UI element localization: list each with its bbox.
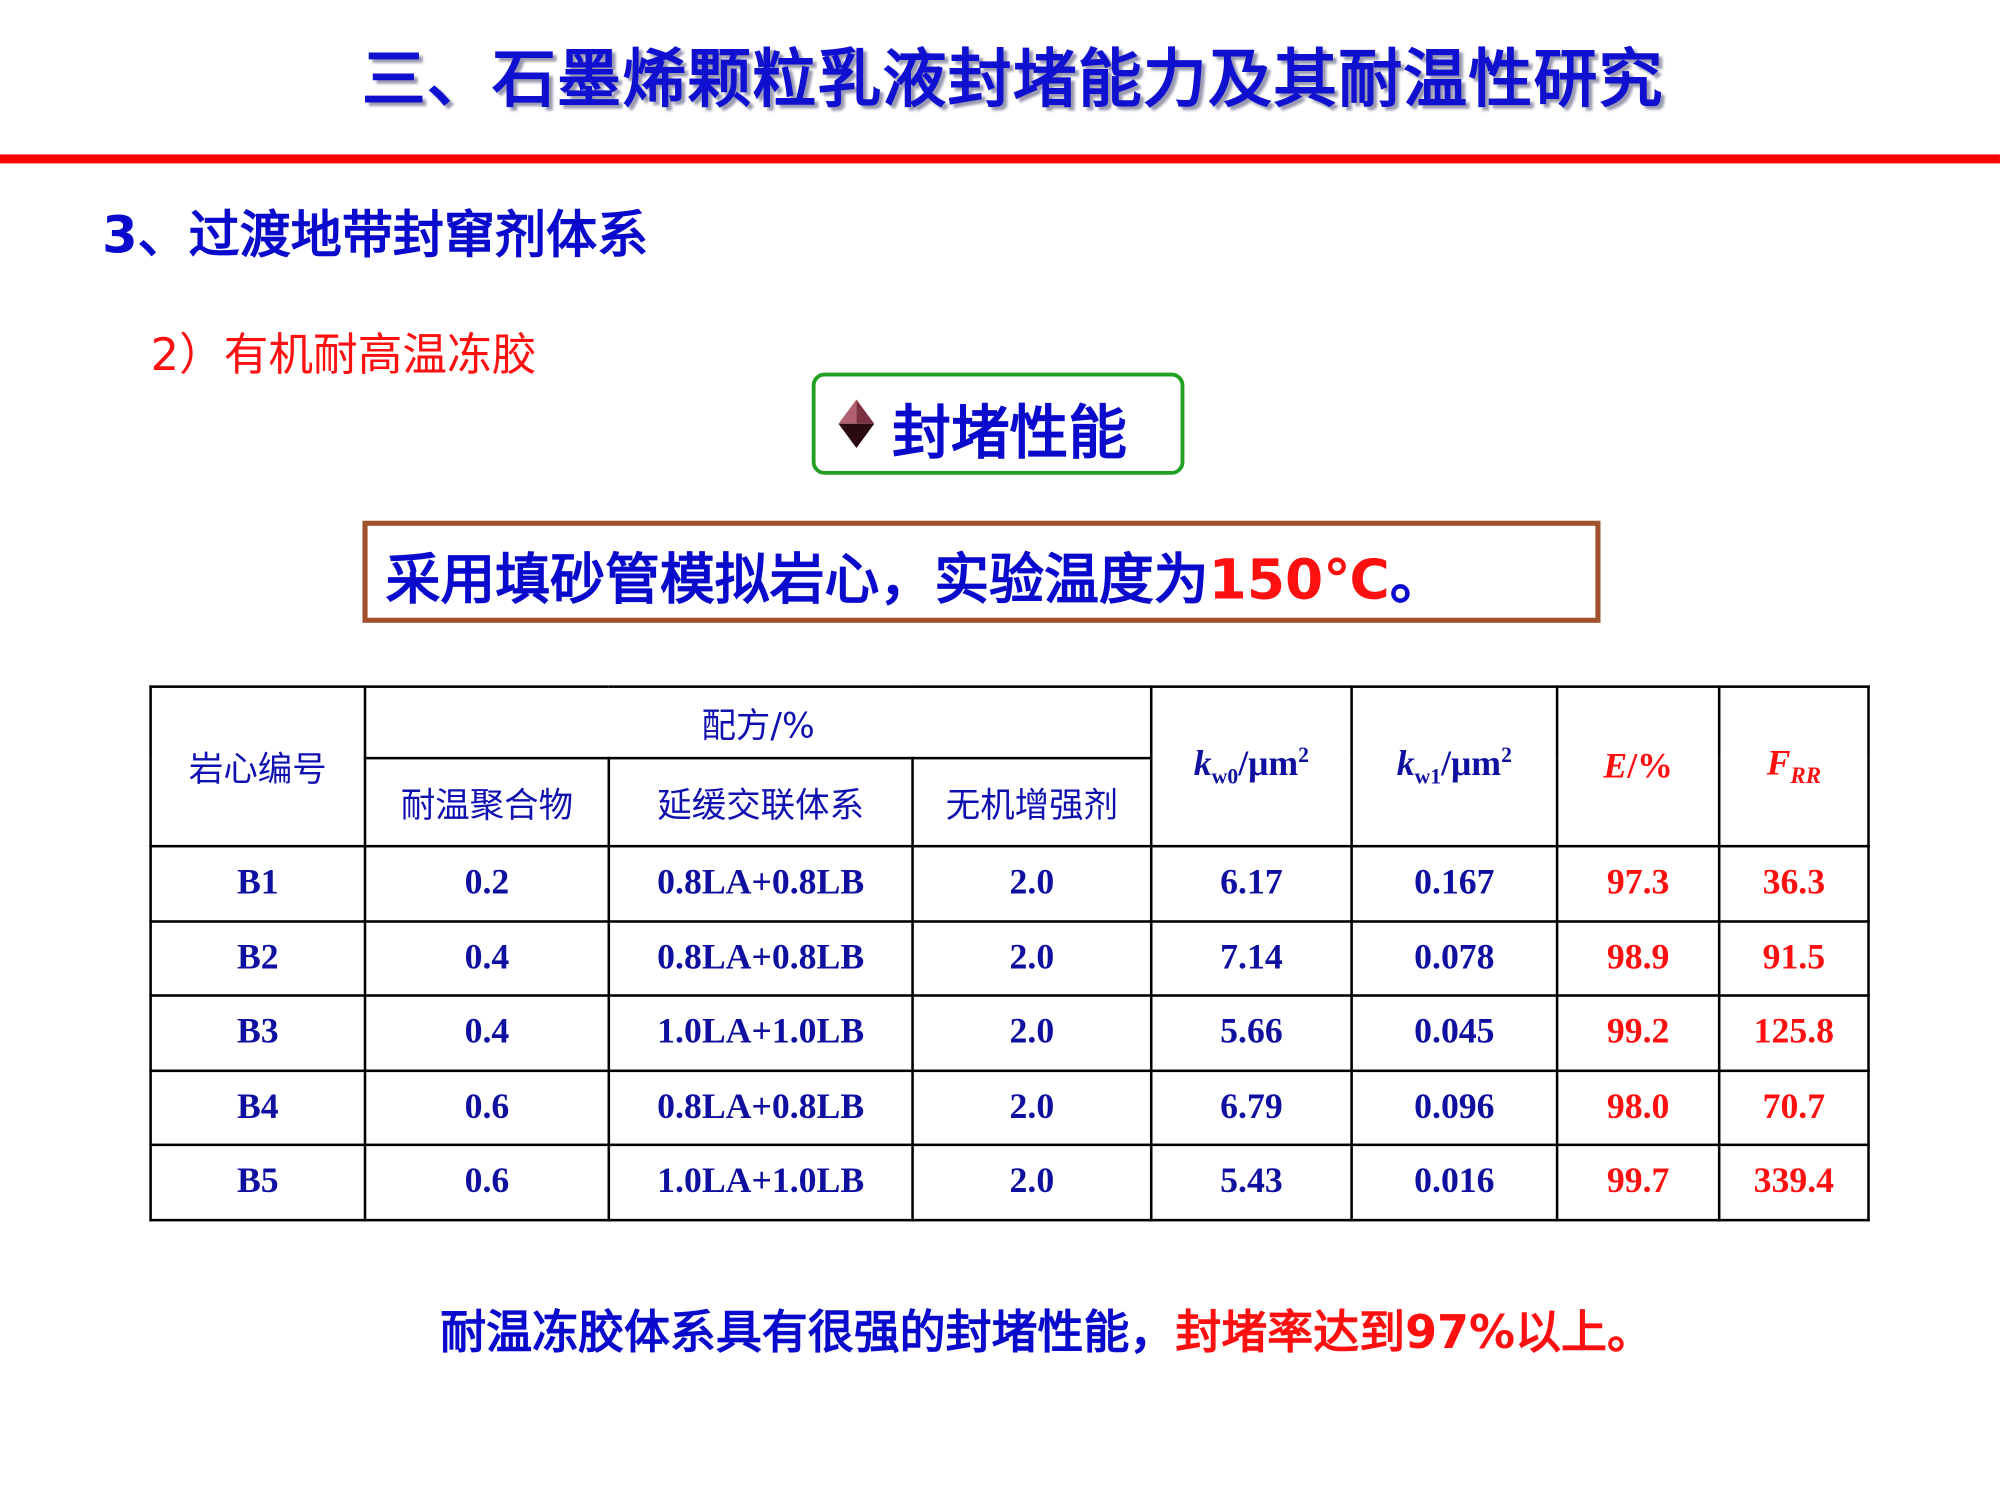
note-temperature: 150℃ (1208, 548, 1390, 613)
table-cell: 1.0LA+1.0LB (607, 1143, 914, 1221)
conclusion-end: 。 (1606, 1306, 1653, 1360)
table-cell: 0.6 (363, 1068, 611, 1147)
table-cell: 2.0 (911, 1068, 1153, 1147)
header-polymer: 耐温聚合物 (363, 756, 611, 848)
table-cell: 6.17 (1149, 844, 1353, 923)
note-box: 采用填砂管模拟岩心，实验温度为150℃。 (362, 520, 1601, 623)
table-cell: 0.8LA+0.8LB (607, 919, 914, 997)
table-cell: 2.0 (911, 844, 1153, 923)
title-divider (0, 154, 2000, 164)
note-text: 采用填砂管模拟岩心，实验温度为150℃。 (385, 536, 1444, 615)
header-crosslinker: 延缓交联体系 (607, 756, 914, 848)
table-cell: 99.7 (1555, 1143, 1721, 1221)
header-kw0: kw0/μm2 (1149, 685, 1353, 848)
header-e: E/% (1555, 685, 1721, 848)
table-cell: 0.8LA+0.8LB (607, 1068, 914, 1147)
table-cell: B2 (149, 919, 367, 997)
table-cell: 2.0 (911, 1143, 1153, 1221)
table-cell: 0.6 (363, 1143, 611, 1221)
table-cell: 0.2 (363, 844, 611, 923)
table-cell: 5.66 (1149, 994, 1353, 1072)
section-heading: 3、过渡地带封窜剂体系 (102, 206, 649, 266)
note-end: 。 (1389, 548, 1445, 613)
table-cell: 36.3 (1717, 844, 1870, 923)
badge-box: 封堵性能 (811, 372, 1185, 475)
conclusion: 耐温冻胶体系具有很强的封堵性能，封堵率达到97%以上。 (0, 1295, 2000, 1361)
table-cell: 6.79 (1149, 1068, 1353, 1147)
header-inorganic: 无机增强剂 (911, 756, 1153, 848)
table-cell: 339.4 (1717, 1143, 1870, 1221)
note-main: 采用填砂管模拟岩心，实验温度为 (385, 548, 1209, 613)
badge-label: 封堵性能 (892, 398, 1127, 468)
table-cell: 99.2 (1555, 994, 1721, 1072)
table-cell: 70.7 (1717, 1068, 1870, 1147)
table-cell: 2.0 (911, 919, 1153, 997)
table-cell: 0.4 (363, 919, 611, 997)
table-cell: 0.045 (1350, 994, 1559, 1072)
table-cell: 7.14 (1149, 919, 1353, 997)
table-cell: 97.3 (1555, 844, 1721, 923)
table-row: B3 0.4 1.0LA+1.0LB 2.0 5.66 0.045 99.2 125.8 (149, 994, 1870, 1072)
table-cell: 0.096 (1350, 1068, 1559, 1147)
table-cell: 0.4 (363, 994, 611, 1072)
subsection-heading: 2）有机耐高温冻胶 (150, 330, 537, 382)
table-cell: 0.8LA+0.8LB (607, 844, 914, 923)
results-table: 岩心编号 配方/% kw0/μm2 kw1/μm2 E/% FRR 耐温聚合物 … (149, 685, 1870, 1221)
header-kw1: kw1/μm2 (1350, 685, 1559, 848)
table-cell: 1.0LA+1.0LB (607, 994, 914, 1072)
table-row: B4 0.6 0.8LA+0.8LB 2.0 6.79 0.096 98.0 70.7 (149, 1068, 1870, 1147)
header-core-id: 岩心编号 (149, 685, 367, 848)
diamond-bullet-icon (838, 399, 875, 448)
table-cell: B5 (149, 1143, 367, 1221)
table-cell: B4 (149, 1068, 367, 1147)
table-cell: B1 (149, 844, 367, 923)
table-cell: 2.0 (911, 994, 1153, 1072)
table-cell: B3 (149, 994, 367, 1072)
table-row: B2 0.4 0.8LA+0.8LB 2.0 7.14 0.078 98.9 91.5 (149, 919, 1870, 997)
table-cell: 0.016 (1350, 1143, 1559, 1221)
table-cell: 5.43 (1149, 1143, 1353, 1221)
conclusion-highlight: 封堵率达到97%以上 (1175, 1306, 1607, 1360)
table-cell: 0.167 (1350, 844, 1559, 923)
conclusion-main: 耐温冻胶体系具有很强的封堵性能， (440, 1306, 1176, 1360)
table-cell: 125.8 (1717, 994, 1870, 1072)
slide-title: 三、石墨烯颗粒乳液封堵能力及其耐温性研究 (361, 42, 1664, 117)
table-row: B5 0.6 1.0LA+1.0LB 2.0 5.43 0.016 99.7 339.4 (149, 1143, 1870, 1221)
table-row: B1 0.2 0.8LA+0.8LB 2.0 6.17 0.167 97.3 36.3 (149, 844, 1870, 923)
table-cell: 0.078 (1350, 919, 1559, 997)
table-cell: 98.0 (1555, 1068, 1721, 1147)
table-cell: 91.5 (1717, 919, 1870, 997)
header-frr: FRR (1717, 685, 1870, 848)
header-formula: 配方/% (363, 685, 1153, 760)
table-cell: 98.9 (1555, 919, 1721, 997)
